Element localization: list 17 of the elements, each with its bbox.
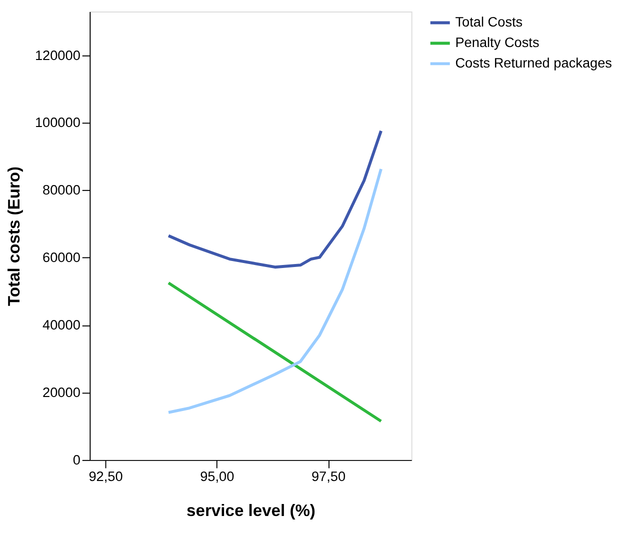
y-tick-label: 40000 [42,317,81,332]
legend-label: Costs Returned packages [455,56,612,71]
y-axis-title: Total costs (Euro) [4,166,24,306]
x-axis-title: service level (%) [186,501,316,520]
line-series [167,168,383,414]
line-series [167,129,383,269]
y-tick-label: 120000 [34,48,81,63]
y-tick-label: 0 [72,452,81,468]
legend-label: Penalty Costs [455,35,540,50]
legend-label: Total Costs [455,14,523,30]
y-tick-label: 100000 [34,115,81,130]
x-tick-label: 92,50 [88,468,124,484]
y-tick-label: 20000 [42,384,81,400]
x-tick-label: 95,00 [200,468,235,484]
x-tick-label: 97,50 [311,468,346,484]
y-tick-label: 60000 [42,250,81,266]
y-tick-label: 80000 [42,182,81,198]
